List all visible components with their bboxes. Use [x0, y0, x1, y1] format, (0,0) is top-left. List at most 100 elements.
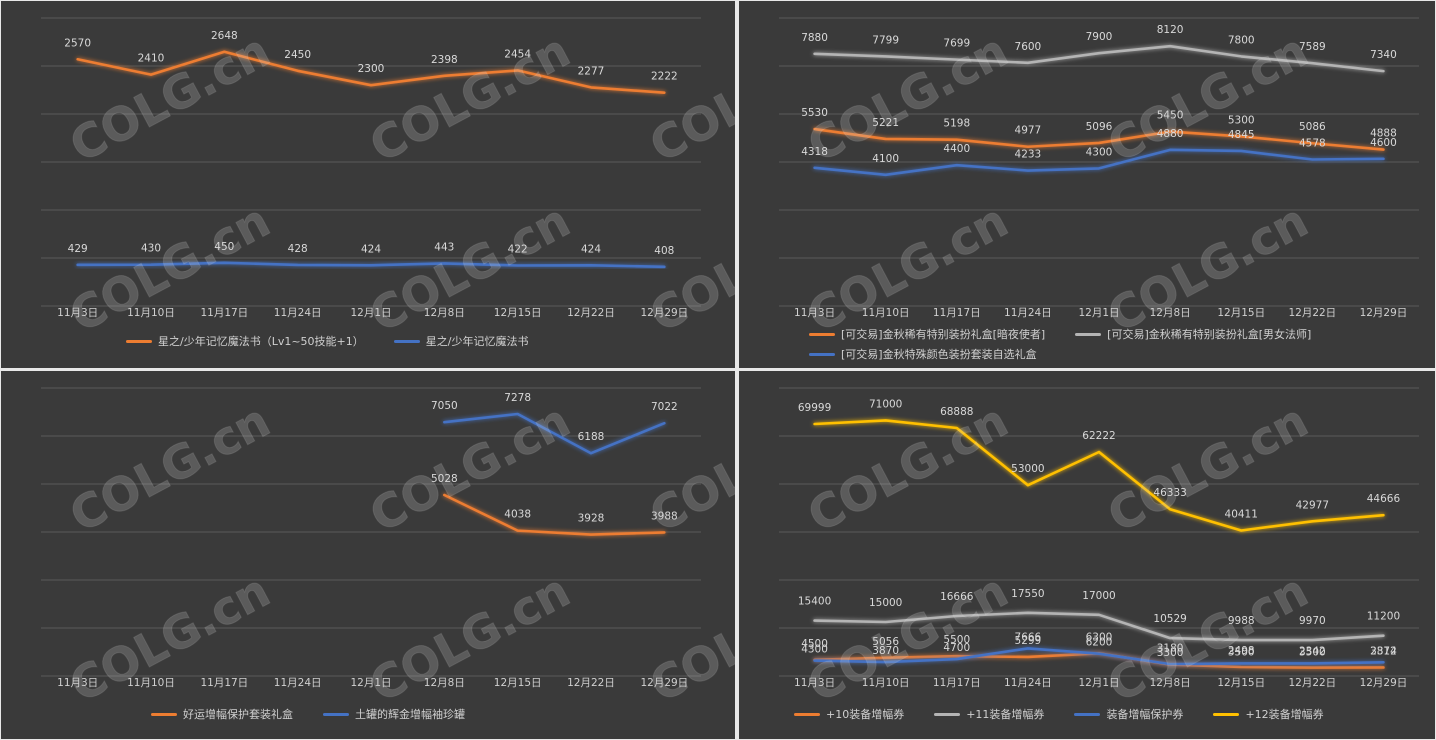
data-label: 17550	[1011, 588, 1044, 600]
data-label: 9970	[1299, 615, 1326, 627]
legend-swatch	[1075, 332, 1102, 336]
legend-item: [可交易]金秋特殊颜色装扮套装自选礼盒	[809, 346, 1037, 362]
data-label: 5028	[431, 473, 458, 485]
data-label: 2648	[211, 30, 238, 42]
data-label: 450	[214, 241, 234, 253]
data-label: 5299	[1015, 635, 1042, 647]
chart-panel-top-left: 11月3日 11月10日 11月17日 11月24日 12月1日 12月8日 12月15日 1…	[1, 1, 735, 368]
data-label: 4400	[943, 143, 970, 155]
x-tick-label: 12月29日	[1360, 677, 1408, 689]
data-label: 62222	[1082, 430, 1115, 442]
data-label: 5221	[872, 117, 899, 129]
data-label: 5086	[1299, 121, 1326, 133]
series-line	[443, 493, 666, 536]
data-label: 2374	[1370, 645, 1397, 657]
x-tick-label: 11月17日	[200, 307, 248, 319]
series-line	[813, 44, 1385, 73]
data-label: 408	[654, 245, 674, 257]
legend-item: [可交易]金秋稀有特别装扮礼盒[男女法师]	[1075, 326, 1311, 342]
data-label: 3300	[1157, 647, 1184, 659]
data-label: 2454	[504, 48, 531, 60]
data-label: 10529	[1153, 613, 1186, 625]
legend-item: 星之/少年记忆魔法书（Lv1~50技能+1）	[126, 333, 364, 349]
data-label: 428	[288, 243, 308, 255]
data-label: 3928	[578, 513, 605, 525]
x-tick-label: 11月10日	[862, 307, 910, 319]
data-label: 3988	[651, 510, 678, 522]
x-tick-label: 12月15日	[494, 307, 542, 319]
x-tick-label: 11月24日	[1004, 677, 1052, 689]
data-label: 7699	[943, 38, 970, 50]
data-label: 4300	[801, 644, 828, 656]
legend-swatch	[323, 712, 349, 716]
data-label: 4845	[1228, 129, 1255, 141]
chart-svg: 11月3日 11月10日 11月17日 11月24日 12月1日 12月8日 12月15日 1…	[41, 387, 701, 689]
data-label: 3500	[1228, 646, 1255, 658]
chart-legend: 星之/少年记忆魔法书（Lv1~50技能+1） 星之/少年记忆魔法书	[126, 333, 725, 353]
data-label: 4700	[943, 642, 970, 654]
data-label: 4233	[1015, 149, 1042, 161]
data-label: 443	[434, 241, 454, 253]
x-tick-label: 11月24日	[274, 677, 322, 689]
data-label: 6188	[578, 431, 605, 443]
data-label: 430	[141, 243, 161, 255]
series-line	[76, 50, 666, 94]
x-tick-label: 12月15日	[1217, 677, 1265, 689]
data-label: 2410	[138, 53, 165, 65]
legend-label: +10装备增幅券	[826, 708, 905, 721]
chart-legend: 好运增幅保护套装礼盒 土罐的辉金增幅袖珍罐	[151, 706, 725, 726]
legend-label: 土罐的辉金增幅袖珍罐	[355, 708, 465, 721]
x-tick-label: 12月8日	[1150, 307, 1191, 319]
data-label: 7278	[504, 392, 531, 404]
data-label: 7589	[1299, 41, 1326, 53]
legend-item: +12装备增幅券	[1213, 706, 1324, 722]
legend-label: 好运增幅保护套装礼盒	[183, 708, 293, 721]
data-label: 7340	[1370, 49, 1397, 61]
x-tick-label: 12月8日	[424, 307, 465, 319]
data-label: 11200	[1367, 611, 1400, 623]
x-tick-label: 12月15日	[1217, 307, 1265, 319]
legend-swatch	[809, 352, 835, 356]
gridlines	[41, 387, 701, 677]
series-line	[813, 647, 1385, 666]
gridlines	[779, 387, 1419, 677]
data-label: 40411	[1225, 509, 1258, 521]
x-tick-label: 11月10日	[862, 677, 910, 689]
data-label: 71000	[869, 398, 902, 410]
data-label: 4888	[1370, 128, 1397, 140]
x-tick-label: 12月1日	[350, 307, 391, 319]
legend-item: +11装备增幅券	[934, 706, 1044, 722]
series-line	[813, 419, 1385, 532]
data-label: 6300	[1086, 631, 1113, 643]
data-label: 2398	[431, 54, 458, 66]
x-tick-label: 11月10日	[127, 307, 175, 319]
legend-label: +11装备增幅券	[966, 708, 1045, 721]
data-label: 16666	[940, 591, 974, 603]
data-label: 5096	[1086, 121, 1113, 133]
data-label: 7022	[651, 401, 678, 413]
data-label: 46333	[1153, 487, 1186, 499]
data-label: 6200	[1086, 637, 1113, 649]
x-tick-label: 11月3日	[57, 307, 98, 319]
data-label: 7600	[1015, 41, 1042, 53]
x-tick-label: 12月22日	[567, 307, 615, 319]
x-tick-label: 12月22日	[567, 677, 615, 689]
data-label: 7880	[801, 32, 828, 44]
chart-panel-bottom-right: 11月3日 11月10日 11月17日 11月24日 12月1日 12月8日 12月15日 1…	[739, 371, 1435, 739]
data-label: 4300	[1086, 146, 1113, 158]
x-tick-label: 12月8日	[424, 677, 465, 689]
series-line	[813, 148, 1385, 177]
data-label: 4038	[504, 509, 531, 521]
data-label: 5056	[872, 636, 899, 648]
x-tick-label: 12月15日	[494, 677, 542, 689]
legend-swatch	[393, 339, 420, 343]
x-tick-label: 12月22日	[1288, 677, 1336, 689]
chart-panel-bottom-left: 11月3日 11月10日 11月17日 11月24日 12月1日 12月8日 12月15日 1…	[1, 371, 735, 739]
data-label: 4578	[1299, 138, 1326, 150]
x-tick-label: 12月8日	[1150, 677, 1191, 689]
legend-label: 星之/少年记忆魔法书（Lv1~50技能+1）	[158, 335, 364, 348]
series-line	[813, 611, 1385, 642]
legend-label: [可交易]金秋稀有特别装扮礼盒[男女法师]	[1107, 328, 1312, 341]
legend-label: [可交易]金秋特殊颜色装扮套装自选礼盒	[841, 348, 1037, 361]
data-label: 4500	[801, 638, 828, 650]
